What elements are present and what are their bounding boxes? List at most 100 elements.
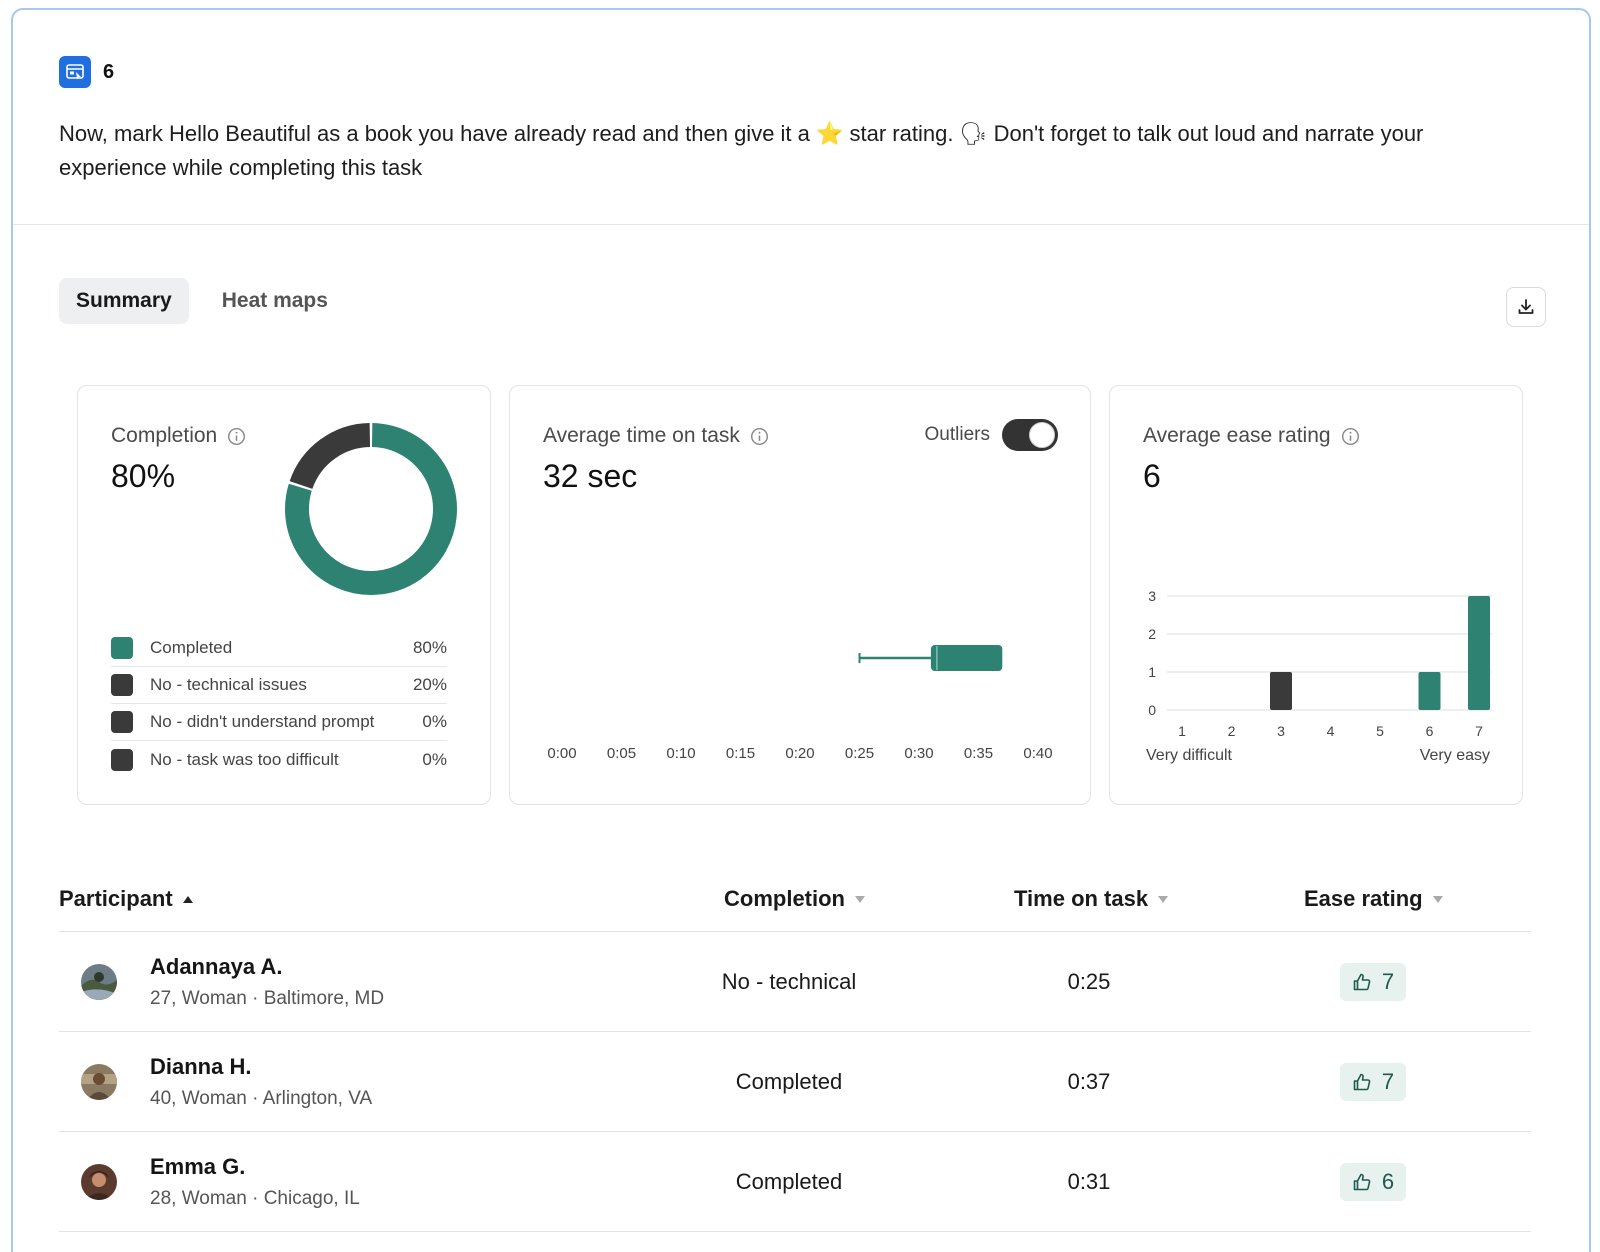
legend-item: Completed 80% bbox=[111, 630, 447, 667]
table-header: Participant Completion Time on task Ease… bbox=[59, 872, 1531, 932]
donut-slice bbox=[289, 423, 371, 490]
table-row[interactable]: Emma G. 28, Woman · Chicago, IL Complete… bbox=[59, 1132, 1531, 1232]
ease-title-row: Average ease rating bbox=[1143, 424, 1360, 448]
x-tick-label: 2 bbox=[1228, 723, 1236, 739]
ease-rating-value: 7 bbox=[1381, 1069, 1395, 1094]
tab-summary[interactable]: Summary bbox=[59, 278, 189, 324]
y-tick-label: 1 bbox=[1148, 664, 1156, 680]
task-instruction: Now, mark Hello Beautiful as a book you … bbox=[59, 121, 1424, 180]
x-tick-label: 3 bbox=[1277, 723, 1285, 739]
ease-rating-badge: 6 bbox=[1340, 1163, 1406, 1201]
x-tick-label: 0:00 bbox=[547, 745, 576, 762]
header-ease-label: Ease rating bbox=[1304, 886, 1423, 911]
participant-name: Adannaya A. bbox=[150, 954, 283, 979]
legend-item: No - technical issues 20% bbox=[111, 667, 447, 704]
x-tick-label: 6 bbox=[1426, 723, 1434, 739]
avatar bbox=[81, 1064, 117, 1100]
time-box-plot: 0:00 0:05 0:10 0:15 0:20 0:25 0:30 0:35 0:40 bbox=[547, 645, 1053, 762]
completion-title-row: Completion bbox=[111, 424, 246, 448]
info-icon[interactable] bbox=[227, 427, 246, 446]
donut-slice bbox=[285, 423, 457, 595]
outliers-label: Outliers bbox=[924, 424, 990, 445]
header-divider bbox=[13, 224, 1589, 225]
outliers-control: Outliers bbox=[925, 419, 1058, 451]
legend-swatch bbox=[111, 637, 133, 659]
x-tick-label: 0:40 bbox=[1023, 745, 1052, 762]
y-tick-label: 0 bbox=[1148, 702, 1156, 718]
participant-name: Emma G. bbox=[150, 1154, 246, 1179]
thumbs-up-icon bbox=[1353, 973, 1371, 991]
ease-rating-value: 6 bbox=[1381, 1169, 1395, 1194]
header-ease[interactable]: Ease rating bbox=[1304, 886, 1443, 912]
x-tick-label: 0:15 bbox=[726, 745, 755, 762]
x-tick-label: 1 bbox=[1178, 723, 1186, 739]
ease-value: 6 bbox=[1143, 458, 1161, 494]
scale-high-label: Very easy bbox=[1420, 747, 1490, 764]
task-header: 6 bbox=[59, 56, 114, 88]
time-cell: 0:25 bbox=[1067, 969, 1111, 994]
legend-item: No - task was too difficult 0% bbox=[111, 741, 447, 778]
legend-label: No - technical issues bbox=[150, 675, 307, 694]
header-participant[interactable]: Participant bbox=[59, 886, 193, 912]
participant-meta: 40, Woman · Arlington, VA bbox=[150, 1088, 373, 1109]
table-row[interactable]: Adannaya A. 27, Woman · Baltimore, MD No… bbox=[59, 932, 1531, 1032]
ease-bar-chart: 0 1 2 3 1 2 3 4 5 6 7 Very difficult Very easy bbox=[1146, 588, 1492, 764]
box-iqr bbox=[930, 645, 1003, 671]
ease-rating-badge: 7 bbox=[1340, 1063, 1406, 1101]
legend-label: Completed bbox=[150, 638, 233, 657]
x-tick-label: 0:30 bbox=[904, 745, 933, 762]
outliers-toggle[interactable] bbox=[1002, 419, 1058, 451]
legend-item: No - didn't understand prompt 0% bbox=[111, 704, 447, 741]
time-cell: 0:37 bbox=[1067, 1069, 1111, 1094]
header-participant-label: Participant bbox=[59, 886, 173, 911]
ease-bar bbox=[1418, 672, 1441, 710]
completion-legend: Completed 80% No - technical issues 20% No -… bbox=[111, 630, 447, 778]
tab-heat-maps[interactable]: Heat maps bbox=[221, 289, 328, 312]
completion-donut-chart bbox=[285, 423, 457, 595]
legend-percent: 0% bbox=[422, 749, 447, 769]
table-row[interactable]: Dianna H. 40, Woman · Arlington, VA Comp… bbox=[59, 1032, 1531, 1132]
avatar bbox=[81, 1164, 117, 1200]
thumbs-up-icon bbox=[1353, 1073, 1371, 1091]
participant-name: Dianna H. bbox=[150, 1054, 252, 1079]
participant-meta: 28, Woman · Chicago, IL bbox=[150, 1188, 360, 1209]
info-icon[interactable] bbox=[750, 427, 769, 446]
ease-title: Average ease rating bbox=[1143, 424, 1331, 447]
header-time[interactable]: Time on task bbox=[1014, 886, 1169, 912]
x-tick-label: 0:25 bbox=[845, 745, 874, 762]
time-value: 32 sec bbox=[543, 458, 638, 494]
sort-asc-icon bbox=[182, 895, 193, 903]
y-tick-label: 3 bbox=[1148, 588, 1156, 604]
completion-cell: Completed bbox=[735, 1169, 843, 1194]
thumbs-up-icon bbox=[1353, 1173, 1371, 1191]
y-tick-label: 2 bbox=[1148, 626, 1156, 642]
x-tick-label: 0:10 bbox=[666, 745, 695, 762]
legend-label: No - didn't understand prompt bbox=[150, 712, 375, 731]
completion-cell: Completed bbox=[735, 1069, 843, 1094]
legend-percent: 20% bbox=[412, 675, 447, 694]
ease-rating-badge: 7 bbox=[1340, 963, 1406, 1001]
sort-desc-icon bbox=[1432, 895, 1443, 903]
legend-label: No - task was too difficult bbox=[150, 749, 339, 769]
task-number: 6 bbox=[103, 60, 115, 83]
header-time-label: Time on task bbox=[1014, 886, 1149, 911]
header-completion-label: Completion bbox=[724, 886, 845, 911]
download-button[interactable] bbox=[1506, 287, 1546, 327]
completion-title: Completion bbox=[111, 424, 218, 447]
ease-bar bbox=[1468, 596, 1490, 710]
time-on-task-card: Average time on task 32 sec Outliers 0:0… bbox=[509, 385, 1091, 805]
x-tick-label: 0:20 bbox=[785, 745, 814, 762]
x-tick-label: 0:05 bbox=[607, 745, 636, 762]
x-tick-label: 0:35 bbox=[964, 745, 993, 762]
avatar bbox=[81, 964, 117, 1000]
time-title: Average time on task bbox=[543, 424, 740, 447]
x-tick-label: 5 bbox=[1376, 723, 1384, 739]
sort-desc-icon bbox=[1158, 895, 1169, 903]
ease-bar bbox=[1270, 672, 1292, 710]
completion-cell: No - technical bbox=[721, 969, 857, 994]
x-tick-label: 4 bbox=[1327, 723, 1335, 739]
header-completion[interactable]: Completion bbox=[724, 886, 865, 912]
download-icon bbox=[1518, 299, 1534, 314]
toggle-knob bbox=[1029, 422, 1055, 448]
info-icon[interactable] bbox=[1341, 427, 1360, 446]
